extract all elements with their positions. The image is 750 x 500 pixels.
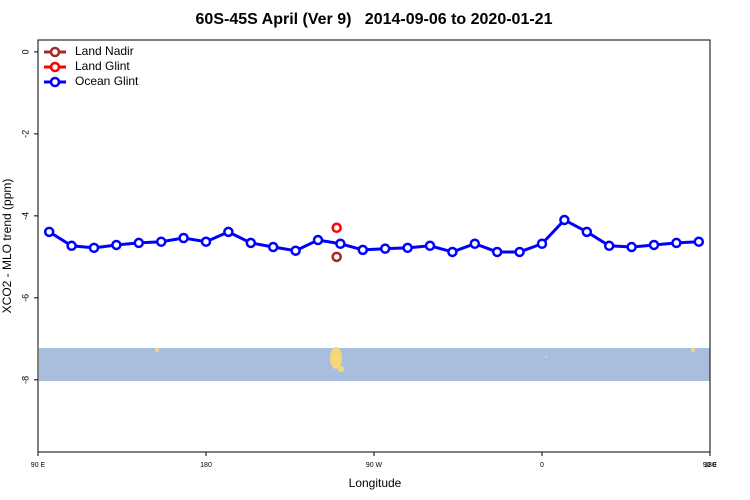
data-point (536, 238, 548, 249)
data-point (603, 240, 615, 252)
data-point (335, 238, 346, 249)
data-point (469, 238, 481, 249)
y-axis-label: XCO2 - MLO trend (ppm) (0, 179, 14, 314)
data-point (447, 246, 458, 258)
data-point (693, 236, 705, 247)
data-point (66, 240, 77, 252)
y-tick-label: -6 (20, 294, 30, 302)
legend-label: Ocean Glint (75, 74, 139, 88)
data-point (514, 246, 525, 258)
data-point (290, 245, 301, 256)
map-strip (39, 347, 710, 381)
x-tick-label: 90 E (31, 462, 46, 469)
data-point (223, 226, 234, 238)
x-axis-label: Longitude (349, 476, 402, 490)
data-point (671, 237, 682, 249)
data-point (559, 214, 570, 226)
data-point (648, 239, 660, 251)
data-point (379, 243, 391, 254)
legend-label: Land Nadir (75, 44, 134, 58)
data-point (267, 241, 279, 253)
y-tick-label: -2 (20, 130, 30, 138)
land-shape (330, 347, 342, 369)
legend-marker (49, 76, 61, 88)
data-point (424, 240, 436, 252)
data-point (88, 242, 100, 254)
data-point (581, 226, 593, 238)
data-point (200, 236, 212, 247)
data-point (357, 244, 369, 256)
x-tick-label: 90 W (366, 462, 383, 469)
data-point (155, 236, 167, 247)
x-tick-label: 0 (540, 462, 544, 469)
legend-marker (49, 61, 61, 73)
y-tick-label: 0 (20, 49, 30, 54)
y-tick-label: -4 (20, 212, 30, 220)
data-point (626, 241, 637, 253)
land-shape (338, 366, 344, 372)
x-tick-label: 180 (704, 462, 716, 469)
data-point (111, 239, 122, 251)
legend-marker (49, 46, 61, 58)
data-point (312, 234, 324, 246)
data-point (245, 237, 257, 249)
data-point (402, 242, 413, 254)
data-point (331, 222, 342, 234)
chart-title: 60S-45S April (Ver 9) 2014-09-06 to 2020… (196, 11, 553, 28)
land-shape (545, 356, 547, 358)
x-tick-label: 90 E (703, 462, 718, 469)
land-shape (691, 348, 695, 352)
data-point (133, 237, 145, 249)
data-point (43, 226, 55, 238)
ocean-band (39, 348, 710, 381)
x-tick-label: 180 (200, 462, 212, 469)
legend-label: Land Glint (75, 59, 130, 73)
data-point (178, 232, 189, 244)
land-shape (155, 348, 159, 352)
data-point (491, 246, 503, 258)
data-point (331, 251, 342, 263)
series-line (48, 218, 699, 254)
y-tick-label: -8 (20, 376, 30, 384)
